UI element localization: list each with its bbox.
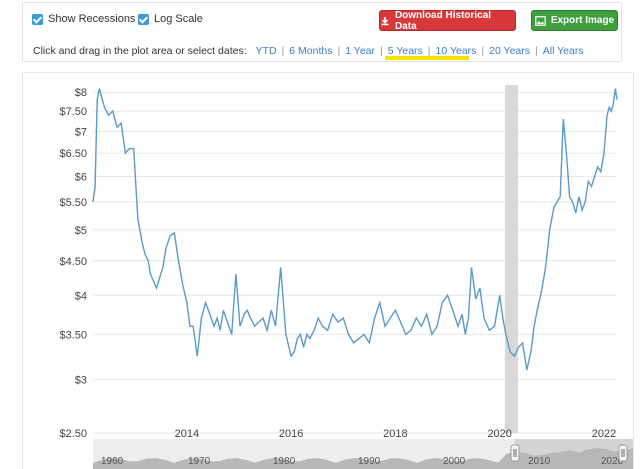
range-link-20-years[interactable]: 20 Years xyxy=(489,45,531,57)
chart-toolbar: Show Recessions Log Scale Download Histo… xyxy=(22,2,622,62)
navigator-history-area xyxy=(93,448,633,469)
y-tick-label: $7.50 xyxy=(59,106,87,118)
x-tick-label: 2016 xyxy=(279,428,303,440)
selected-range-highlight xyxy=(385,56,469,60)
checkbox-checked-icon xyxy=(32,13,43,25)
navigator-year-label: 1960 xyxy=(101,456,124,467)
show-recessions-checkbox[interactable]: Show Recessions xyxy=(32,13,135,25)
export-image-button[interactable]: Export Image xyxy=(531,10,618,31)
y-tick-label: $2.50 xyxy=(59,428,87,440)
range-link-5-years[interactable]: 5 Years xyxy=(387,45,423,57)
export-button-label: Export Image xyxy=(550,15,615,26)
x-tick-label: 2020 xyxy=(487,428,511,440)
y-tick-label: $5.50 xyxy=(59,197,87,209)
log-scale-label: Log Scale xyxy=(154,13,203,25)
date-range-prompt: Click and drag in the plot area or selec… xyxy=(33,45,247,57)
x-tick-label: 2018 xyxy=(383,428,407,440)
navigator-year-label: 2010 xyxy=(528,456,551,467)
x-tick-label: 2022 xyxy=(592,428,616,440)
time-navigator: 1960 1970 1980 1990 2000 2010 2020 xyxy=(93,439,633,469)
y-tick-label: $3 xyxy=(75,375,87,387)
navigator-year-label: 1990 xyxy=(358,456,381,467)
y-tick-label: $4 xyxy=(75,290,87,302)
navigator-handle-grip xyxy=(510,444,520,462)
show-recessions-label: Show Recessions xyxy=(48,13,136,25)
log-scale-checkbox[interactable]: Log Scale xyxy=(138,13,203,25)
checkbox-checked-icon xyxy=(138,13,149,25)
recession-band xyxy=(504,85,518,433)
range-link-1-year[interactable]: 1 Year xyxy=(345,45,376,57)
grid-lines xyxy=(93,91,617,434)
price-chart[interactable]: $2.50 $3 $3.50 $4 $4.50 $5 $5.50 $6 $6.50 $7 $7.50… xyxy=(23,73,633,469)
price-series-line xyxy=(92,88,618,371)
range-link-all-years[interactable]: All Years xyxy=(542,45,584,57)
navigator-handle[interactable] xyxy=(618,444,628,462)
date-range-selector: Click and drag in the plot area or selec… xyxy=(33,45,584,57)
navigator-year-label: 2020 xyxy=(601,456,624,467)
y-tick-label: $6.50 xyxy=(59,148,87,160)
y-tick-label: $7 xyxy=(75,126,87,138)
navigator-year-label: 1970 xyxy=(188,456,211,467)
y-axis-labels: $2.50 $3 $3.50 $4 $4.50 $5 $5.50 $6 $6.50 $7 $7.50… xyxy=(59,87,87,440)
download-historical-data-button[interactable]: Download Historical Data xyxy=(379,9,516,32)
navigator-handle-grip xyxy=(618,444,628,462)
range-link-ytd[interactable]: YTD xyxy=(255,45,277,57)
y-tick-label: $6 xyxy=(75,172,87,184)
download-button-label: Download Historical Data xyxy=(394,9,492,32)
y-tick-label: $5 xyxy=(75,225,87,237)
navigator-handle[interactable] xyxy=(510,444,520,462)
navigator-year-label: 1980 xyxy=(273,456,296,467)
y-tick-label: $4.50 xyxy=(59,256,87,268)
range-link-6-months[interactable]: 6 Months xyxy=(289,45,333,57)
chart-container[interactable]: $2.50 $3 $3.50 $4 $4.50 $5 $5.50 $6 $6.50 $7 $7.50… xyxy=(22,72,634,469)
y-tick-label: $3.50 xyxy=(59,329,87,341)
navigator-year-label: 2000 xyxy=(443,456,466,467)
y-tick-label: $8 xyxy=(75,87,87,99)
download-icon xyxy=(381,16,389,25)
x-tick-label: 2014 xyxy=(175,428,199,440)
image-icon xyxy=(535,15,546,26)
range-link-10-years[interactable]: 10 Years xyxy=(435,45,477,57)
x-axis-labels: 2014 2016 2018 2020 2022 xyxy=(175,428,617,440)
